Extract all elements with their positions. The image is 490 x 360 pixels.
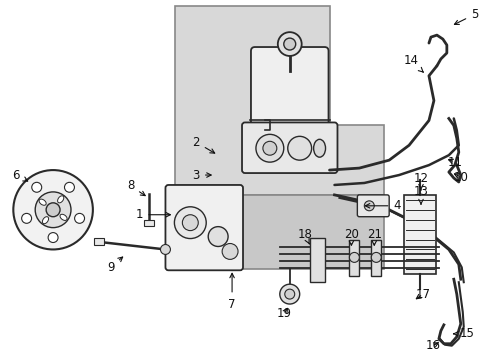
Text: 12: 12 xyxy=(414,171,428,190)
Circle shape xyxy=(208,227,228,247)
Bar xyxy=(371,239,381,276)
Circle shape xyxy=(280,284,300,304)
Circle shape xyxy=(349,252,359,262)
Circle shape xyxy=(288,136,312,160)
Text: 7: 7 xyxy=(228,273,236,311)
Text: 20: 20 xyxy=(344,228,359,245)
Text: 2: 2 xyxy=(193,136,215,153)
Bar xyxy=(94,238,104,246)
Text: 8: 8 xyxy=(127,179,145,195)
Circle shape xyxy=(278,32,302,56)
Circle shape xyxy=(13,170,93,249)
Text: 4: 4 xyxy=(366,199,401,212)
Ellipse shape xyxy=(58,196,64,203)
Circle shape xyxy=(182,215,198,231)
Text: 18: 18 xyxy=(297,228,312,244)
Circle shape xyxy=(161,244,171,255)
Bar xyxy=(349,239,359,276)
Circle shape xyxy=(46,203,60,217)
Circle shape xyxy=(65,182,74,192)
Text: 1: 1 xyxy=(136,208,171,221)
FancyBboxPatch shape xyxy=(251,47,328,134)
Bar xyxy=(310,238,324,282)
Bar xyxy=(144,220,153,226)
Text: 15: 15 xyxy=(453,327,474,340)
Circle shape xyxy=(48,233,58,243)
Text: 14: 14 xyxy=(404,54,423,72)
Text: 9: 9 xyxy=(107,257,122,274)
Circle shape xyxy=(174,207,206,239)
Circle shape xyxy=(263,141,277,155)
Ellipse shape xyxy=(60,214,67,220)
Circle shape xyxy=(35,192,71,228)
Ellipse shape xyxy=(39,199,46,205)
Circle shape xyxy=(22,213,31,223)
Text: 6: 6 xyxy=(13,168,27,181)
Text: 21: 21 xyxy=(367,228,382,245)
Text: 3: 3 xyxy=(193,168,211,181)
Circle shape xyxy=(285,289,294,299)
Bar xyxy=(404,195,436,274)
Circle shape xyxy=(32,182,42,192)
Text: 11: 11 xyxy=(447,156,462,168)
Text: 10: 10 xyxy=(453,171,468,184)
Text: 19: 19 xyxy=(276,307,291,320)
Circle shape xyxy=(222,243,238,260)
Circle shape xyxy=(284,38,295,50)
Polygon shape xyxy=(175,195,384,269)
FancyBboxPatch shape xyxy=(357,195,389,217)
Text: 17: 17 xyxy=(416,288,431,301)
Ellipse shape xyxy=(314,139,325,157)
Circle shape xyxy=(365,201,374,211)
FancyBboxPatch shape xyxy=(242,122,338,173)
Text: 5: 5 xyxy=(454,8,478,24)
Text: 13: 13 xyxy=(414,185,428,204)
Polygon shape xyxy=(175,6,384,195)
Circle shape xyxy=(371,252,381,262)
Text: 16: 16 xyxy=(425,339,441,352)
Circle shape xyxy=(74,213,85,223)
Ellipse shape xyxy=(43,217,49,224)
FancyBboxPatch shape xyxy=(166,185,243,270)
Circle shape xyxy=(256,134,284,162)
